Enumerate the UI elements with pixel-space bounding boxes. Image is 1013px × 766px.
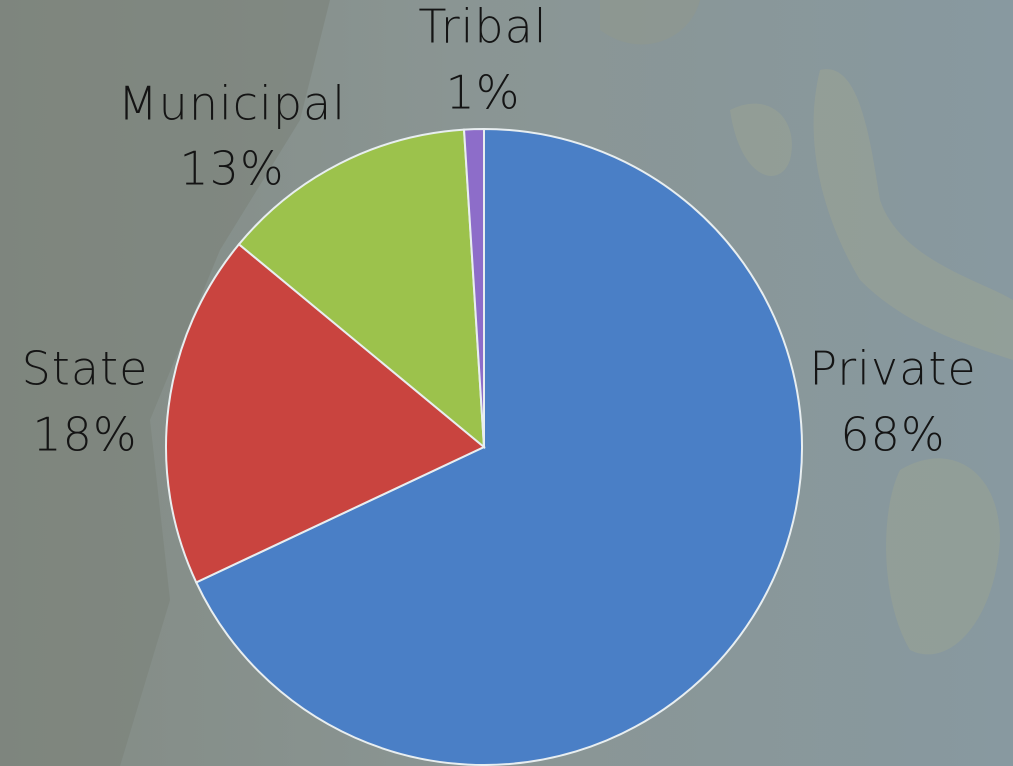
value-label: 13% (179, 142, 284, 196)
category-label: Tribal (418, 0, 547, 54)
category-label: Municipal (118, 77, 346, 131)
category-label: State (22, 342, 149, 396)
value-label: 68% (840, 408, 945, 462)
value-label: 1% (446, 66, 521, 120)
pie (166, 129, 802, 765)
value-label: 18% (32, 408, 137, 462)
category-label: Private (809, 342, 976, 396)
chart: Private 68% State 18% Municipal 13% Tribal 1% (0, 0, 1013, 766)
page: Private68%State18%Municipal13%Tribal1% (… (0, 0, 1013, 766)
